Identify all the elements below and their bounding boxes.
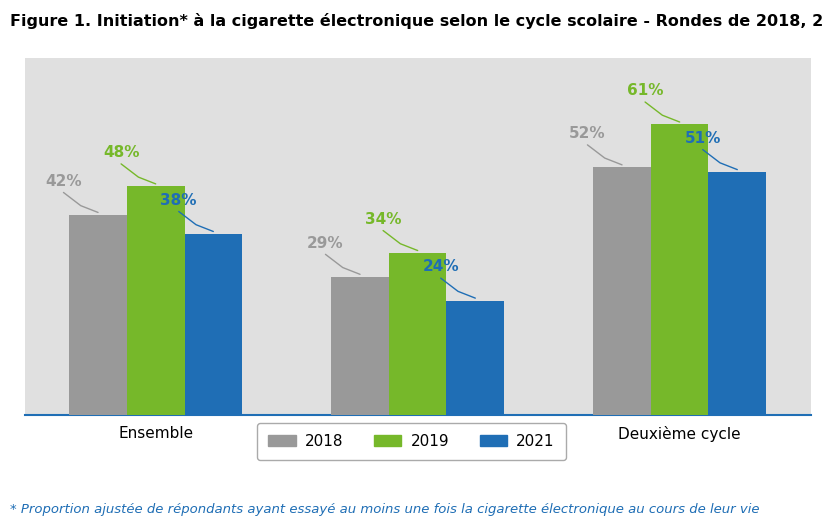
Bar	[447, 300, 504, 415]
Text: 52%: 52%	[570, 126, 606, 141]
Legend: 2018, 2019, 2021: 2018, 2019, 2021	[258, 423, 565, 459]
Text: * Proportion ajustée de répondants ayant essayé au moins une fois la cigarette é: * Proportion ajustée de répondants ayant…	[10, 502, 760, 516]
Text: Figure 1. Initiation* à la cigarette électronique selon le cycle scolaire - Rond: Figure 1. Initiation* à la cigarette éle…	[10, 13, 823, 29]
Text: 29%: 29%	[307, 236, 344, 250]
Text: 51%: 51%	[685, 131, 721, 146]
Text: 34%: 34%	[365, 212, 402, 227]
Bar	[709, 172, 766, 415]
Text: 48%: 48%	[103, 145, 139, 160]
Bar	[184, 234, 242, 415]
Bar	[388, 253, 447, 415]
Bar	[127, 186, 184, 415]
Text: 42%: 42%	[45, 174, 81, 188]
Text: 61%: 61%	[627, 83, 663, 98]
Bar	[651, 124, 709, 415]
Text: 38%: 38%	[160, 193, 197, 208]
Bar	[593, 167, 651, 415]
Bar	[331, 277, 388, 415]
Text: 24%: 24%	[422, 259, 459, 275]
Bar	[69, 215, 127, 415]
